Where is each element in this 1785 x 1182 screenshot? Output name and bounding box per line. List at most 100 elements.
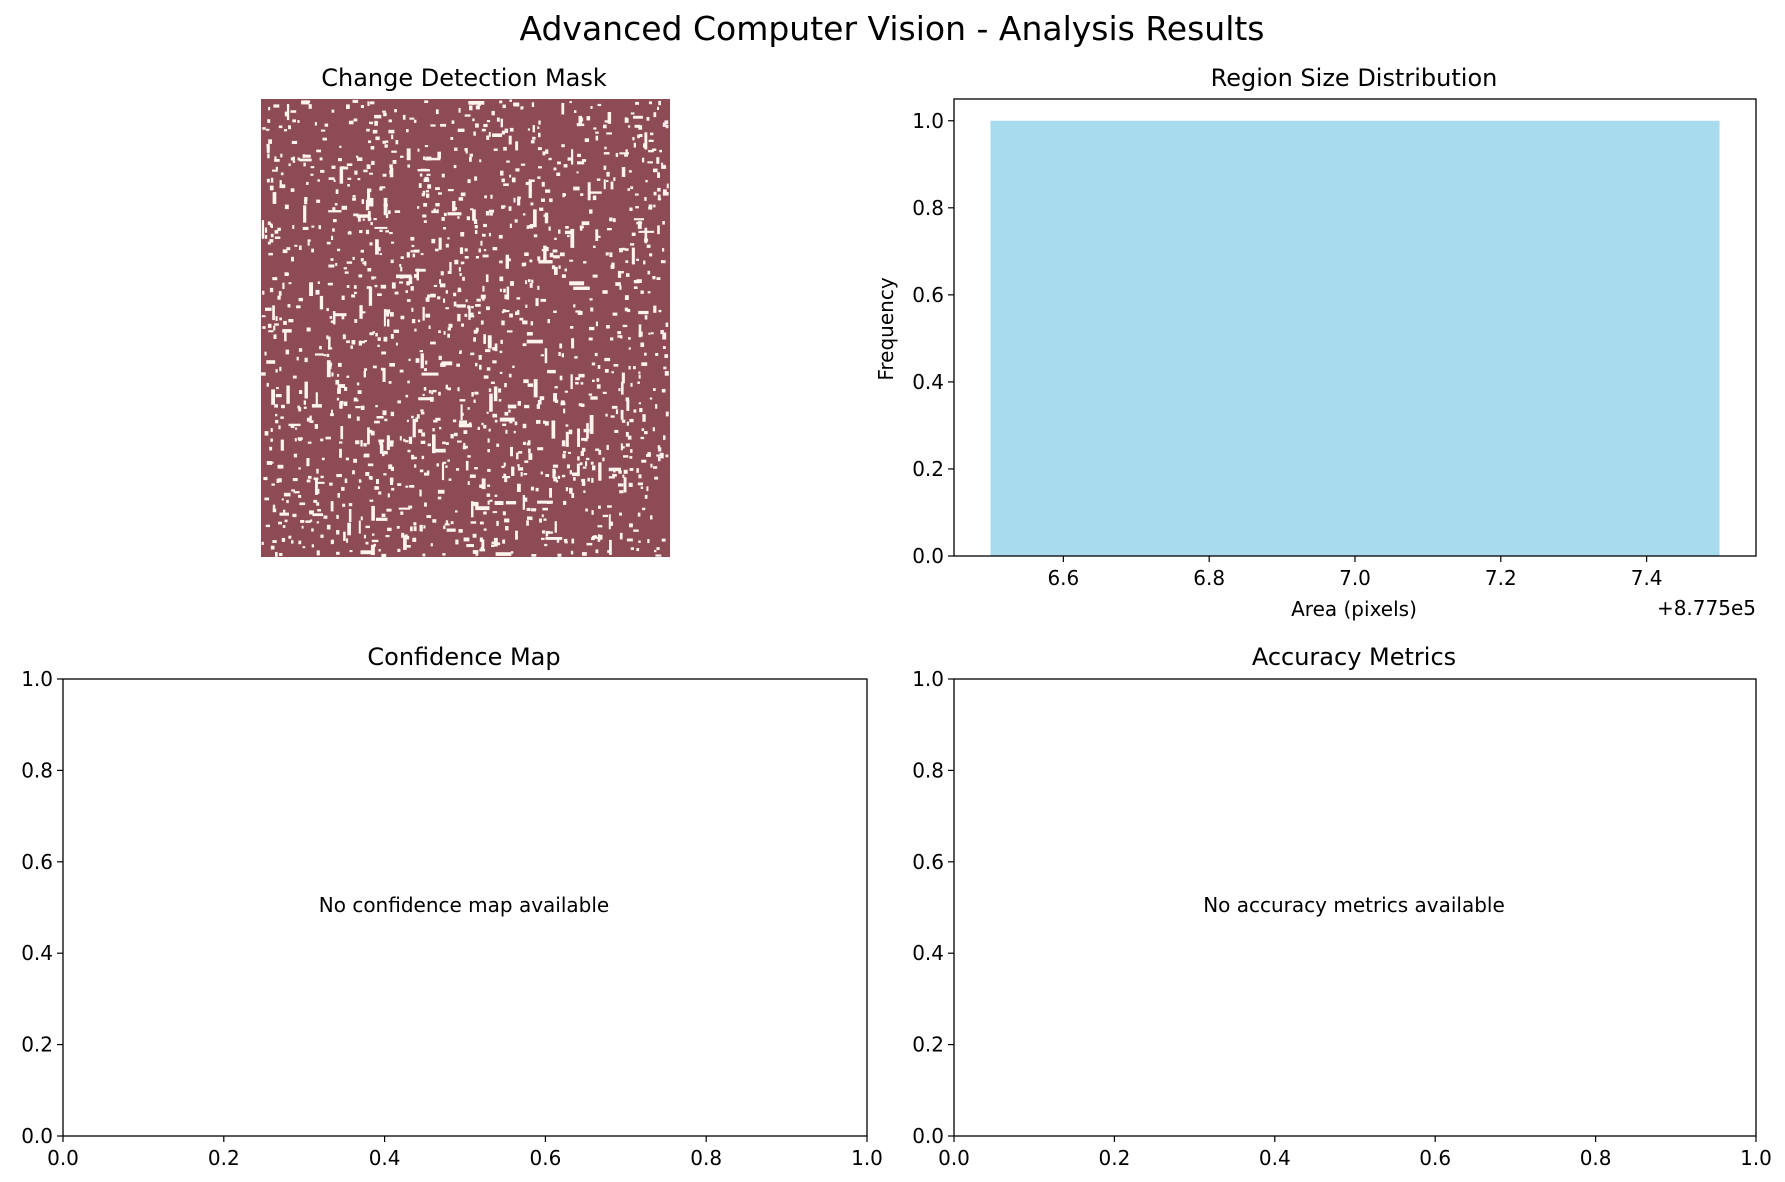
x-tick-label: 1.0 [1740, 1146, 1772, 1170]
change-pixel [267, 119, 271, 123]
change-pixel [266, 146, 270, 153]
change-pixel [400, 155, 404, 158]
change-pixel [326, 335, 329, 340]
change-pixel [292, 119, 296, 123]
change-pixel [386, 508, 392, 512]
change-pixel [505, 254, 509, 269]
change-pixel [593, 127, 597, 130]
change-pixel [408, 276, 413, 284]
change-pixel [370, 101, 375, 105]
x-tick-label: 7.0 [1339, 566, 1371, 590]
change-pixel [488, 232, 491, 237]
change-pixel [310, 173, 314, 176]
change-pixel [505, 526, 509, 531]
change-pixel [479, 521, 484, 525]
change-pixel [314, 424, 318, 429]
change-pixel [486, 120, 491, 123]
change-pixel [588, 393, 593, 396]
change-pixel [443, 212, 447, 217]
change-pixel [468, 101, 485, 105]
change-pixel [623, 455, 629, 458]
change-pixel [584, 286, 588, 290]
change-pixel [294, 244, 298, 247]
change-pixel [278, 425, 281, 430]
change-pixel [368, 140, 372, 144]
change-pixel [406, 299, 411, 302]
change-pixel [581, 437, 585, 441]
change-pixel [366, 128, 370, 132]
change-pixel [379, 441, 383, 445]
x-tick-label: 0.8 [1580, 1146, 1612, 1170]
change-pixel [333, 179, 336, 182]
change-pixel [435, 417, 441, 421]
change-pixel [420, 253, 424, 256]
change-pixel [626, 538, 633, 542]
change-pixel [578, 403, 582, 407]
change-pixel [502, 104, 506, 109]
change-pixel [279, 366, 282, 372]
change-pixel [496, 443, 500, 447]
change-pixel [339, 145, 342, 148]
change-pixel [506, 160, 510, 163]
change-pixel [311, 404, 322, 408]
change-pixel [376, 517, 388, 521]
change-pixel [473, 219, 478, 224]
change-pixel [633, 280, 640, 284]
change-pixel [346, 375, 350, 378]
change-pixel [528, 279, 531, 283]
change-pixel [468, 544, 474, 547]
change-pixel [310, 166, 315, 169]
change-pixel [509, 223, 512, 228]
change-pixel [288, 423, 301, 427]
change-pixel [553, 255, 560, 259]
change-pixel [445, 384, 448, 390]
x-tick-label: 7.2 [1485, 566, 1517, 590]
change-pixel [652, 148, 657, 151]
change-pixel [610, 415, 615, 418]
change-pixel [326, 524, 331, 530]
change-pixel [563, 408, 566, 414]
change-pixel [528, 448, 531, 454]
change-pixel [480, 294, 486, 299]
change-pixel [599, 534, 603, 540]
change-pixel [460, 192, 466, 197]
change-pixel [617, 483, 624, 487]
x-tick-label: 0.0 [938, 1146, 970, 1170]
change-pixel [385, 535, 390, 538]
change-pixel [346, 340, 350, 344]
change-pixel [631, 247, 635, 265]
change-pixel [292, 478, 298, 482]
change-pixel [515, 141, 519, 151]
change-pixel [487, 449, 490, 453]
change-pixel [422, 553, 426, 557]
change-pixel [579, 225, 584, 229]
change-pixel [475, 362, 478, 367]
change-pixel [276, 387, 279, 390]
change-pixel [653, 168, 658, 173]
change-pixel [499, 260, 503, 264]
change-pixel [272, 305, 275, 321]
change-pixel [365, 525, 370, 529]
change-pixel [353, 118, 358, 122]
change-pixel [354, 170, 358, 175]
change-pixel [458, 197, 464, 201]
change-pixel [356, 214, 370, 218]
change-pixel [288, 125, 291, 130]
change-pixel [399, 369, 404, 373]
change-pixel [595, 131, 599, 134]
change-pixel [644, 494, 648, 499]
change-pixel [502, 476, 511, 479]
change-pixel [537, 176, 541, 179]
change-pixel [385, 309, 390, 315]
change-pixel [442, 441, 446, 445]
change-pixel [406, 129, 409, 133]
change-pixel [361, 199, 364, 204]
change-pixel [520, 163, 526, 166]
change-pixel [336, 551, 340, 555]
change-pixel [567, 157, 573, 161]
change-pixel [331, 409, 333, 414]
change-pixel [290, 110, 297, 113]
change-pixel [380, 284, 387, 289]
change-pixel [445, 307, 449, 310]
confidence-panel-title: Confidence Map [367, 643, 560, 671]
